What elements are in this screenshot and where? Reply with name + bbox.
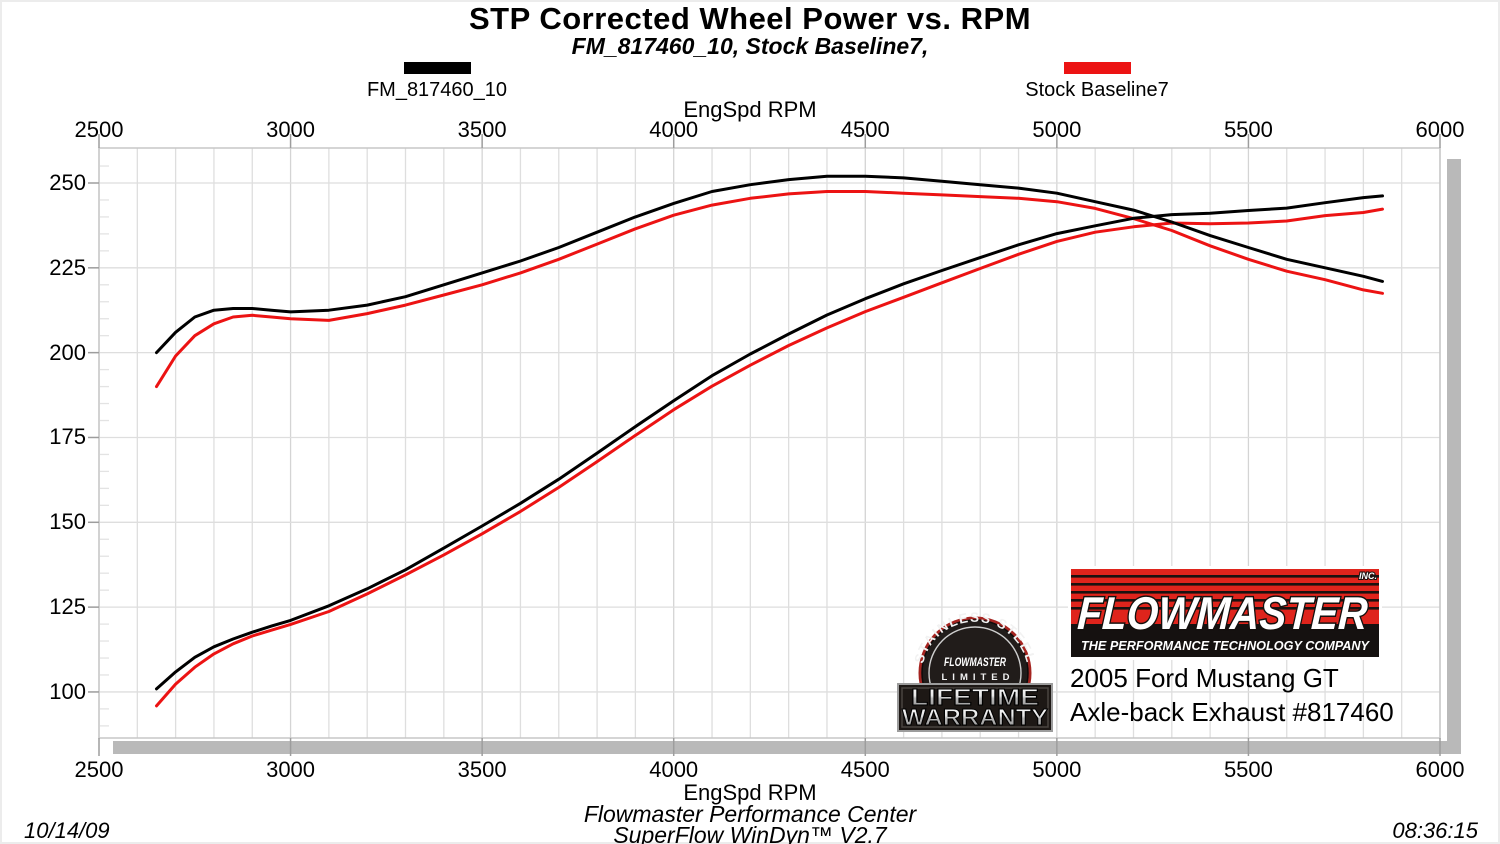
curve-fm-817460-10-torque [155, 174, 1384, 355]
y-tick-labels: 250 225 200 175 150 125 100 [0, 0, 100, 844]
x-axis-label-bottom: EngSpd RPM [683, 780, 817, 805]
chart-subtitle: FM_817460_10, Stock Baseline7, [571, 33, 929, 59]
x-tick-label: 3500 [457, 117, 507, 142]
x-tick-label: 3500 [457, 757, 507, 782]
logo-inc-text: INC. [1359, 571, 1377, 581]
vehicle-description: 2005 Ford Mustang GT Axle-back Exhaust #… [1070, 661, 1394, 729]
x-tick-label: 2500 [74, 117, 124, 142]
x-tick-label: 5500 [1223, 757, 1273, 782]
x-tick-labels-top: 2500 3000 3500 4000 4500 5000 5500 6000 [0, 117, 1500, 143]
y-tick-label: 200 [49, 339, 86, 365]
flowmaster-logo: INC. FLOWMASTER THE PERFORMANCE TECHNOLO… [1068, 566, 1382, 660]
plot-shadow-bottom [113, 741, 1461, 754]
x-tick-label: 3000 [266, 117, 316, 142]
logo-pinstripes [1071, 575, 1379, 610]
x-tick-label: 5000 [1032, 757, 1082, 782]
y-tick-label: 125 [49, 594, 86, 620]
legend-item-fm: FM_817460_10 [352, 62, 522, 102]
footer-software: SuperFlow WinDyn™ V2.7 [613, 822, 887, 844]
badge-warranty-text: WARRANTY [902, 704, 1048, 730]
y-tick-label: 225 [49, 254, 86, 280]
x-tick-label: 2500 [74, 757, 124, 782]
legend-label: Stock Baseline7 [1025, 79, 1169, 101]
x-tick-labels-bottom: 2500 3000 3500 4000 4500 5000 5500 6000 [0, 757, 1500, 783]
vehicle-line1: 2005 Ford Mustang GT [1070, 663, 1339, 693]
logo-wordmark: FLOWMASTER [1076, 587, 1369, 639]
x-tick-label: 4500 [840, 117, 890, 142]
legend-swatch-black [403, 62, 471, 74]
curve-stock-baseline7-torque [155, 190, 1384, 389]
logo-black-field [1071, 624, 1379, 657]
x-tick-label: 4500 [840, 757, 890, 782]
x-tick-label: 5500 [1223, 117, 1273, 142]
x-axis-label-top: EngSpd RPM [683, 97, 817, 122]
x-tick-label: 6000 [1415, 757, 1465, 782]
y-tick-label: 100 [49, 678, 86, 704]
legend-label: FM_817460_10 [366, 79, 508, 101]
x-tick-label: 5000 [1032, 117, 1082, 142]
legend-swatch-red [1063, 62, 1131, 74]
badge-banner [897, 683, 1053, 732]
logo-red-field [1071, 569, 1379, 624]
y-tick-label: 250 [49, 170, 86, 195]
footer-facility: Flowmaster Performance Center [583, 801, 917, 827]
x-tick-label: 4000 [649, 117, 699, 142]
logo-tagline: THE PERFORMANCE TECHNOLOGY COMPANY [1081, 638, 1370, 653]
page-title: STP Corrected Wheel Power vs. RPM [468, 1, 1032, 36]
badge-lifetime-text: LIFETIME [911, 684, 1039, 710]
x-tick-label: 3000 [266, 757, 316, 782]
warranty-badge: STAINLESS STEEL FLOWMASTER LIMITED LIFET… [895, 610, 1055, 737]
date-stamp: 10/14/09 [24, 818, 110, 843]
plot-border [98, 147, 1441, 739]
badge-brand-text: FLOWMASTER [944, 655, 1006, 669]
legend-item-stock: Stock Baseline7 [1022, 62, 1172, 102]
vehicle-line2: Axle-back Exhaust #817460 [1070, 697, 1394, 727]
x-tick-label: 6000 [1415, 117, 1465, 142]
plot-shadow-right [1447, 159, 1461, 753]
y-tick-label: 150 [49, 509, 86, 535]
badge-banner-inner [901, 687, 1049, 728]
time-stamp: 08:36:15 [1392, 818, 1478, 843]
x-tick-label: 4000 [649, 757, 699, 782]
curve-fm-817460-10-power [155, 194, 1384, 691]
y-tick-label: 175 [49, 424, 86, 450]
badge-limited-text: LIMITED [942, 672, 1015, 683]
